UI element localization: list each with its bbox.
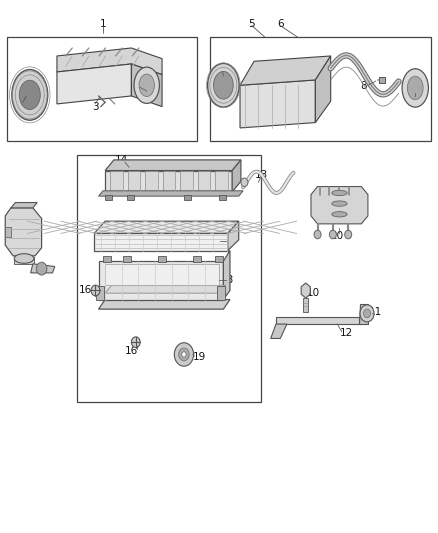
Circle shape [364, 309, 371, 318]
Text: 1: 1 [99, 19, 106, 29]
Circle shape [131, 337, 140, 348]
Bar [210, 37, 431, 141]
Polygon shape [110, 171, 123, 191]
Text: 17: 17 [221, 236, 234, 246]
Text: 3: 3 [92, 102, 99, 111]
Polygon shape [163, 171, 175, 191]
Ellipse shape [139, 74, 154, 96]
Polygon shape [94, 233, 228, 251]
Bar [158, 256, 166, 262]
Polygon shape [11, 203, 37, 208]
Polygon shape [105, 264, 219, 285]
Text: 16: 16 [79, 286, 92, 295]
Polygon shape [359, 304, 368, 324]
Bar [103, 256, 111, 262]
Circle shape [329, 230, 336, 239]
Circle shape [179, 348, 189, 361]
Polygon shape [99, 261, 223, 300]
Bar [215, 256, 223, 262]
Bar [193, 256, 201, 262]
Polygon shape [223, 251, 230, 300]
Text: 16: 16 [125, 346, 138, 356]
Polygon shape [311, 187, 368, 224]
Polygon shape [5, 208, 42, 256]
Ellipse shape [12, 70, 48, 120]
Bar [105, 195, 112, 200]
Ellipse shape [332, 212, 347, 217]
Text: 5: 5 [248, 19, 255, 29]
Circle shape [91, 285, 100, 296]
Circle shape [241, 178, 248, 187]
Polygon shape [301, 283, 310, 298]
Circle shape [182, 352, 186, 357]
Circle shape [360, 305, 374, 322]
Polygon shape [5, 227, 11, 237]
Polygon shape [271, 324, 287, 338]
Polygon shape [228, 221, 239, 251]
Polygon shape [379, 77, 385, 83]
Polygon shape [57, 48, 162, 75]
Bar [123, 256, 131, 262]
Text: 6: 6 [277, 19, 284, 29]
Polygon shape [94, 221, 239, 233]
Polygon shape [131, 64, 162, 107]
Polygon shape [145, 171, 158, 191]
Ellipse shape [134, 67, 159, 103]
Polygon shape [215, 171, 228, 191]
Polygon shape [57, 64, 131, 104]
Ellipse shape [19, 80, 40, 110]
Ellipse shape [332, 190, 347, 196]
Text: 13: 13 [255, 170, 268, 180]
Polygon shape [105, 160, 241, 171]
Text: 11: 11 [369, 307, 382, 317]
Text: 14: 14 [115, 155, 128, 165]
Ellipse shape [332, 201, 347, 206]
Text: 4: 4 [19, 102, 26, 111]
Bar [14, 257, 34, 264]
Polygon shape [105, 285, 226, 293]
Text: 20: 20 [331, 231, 344, 240]
Ellipse shape [14, 254, 34, 263]
Text: 15: 15 [18, 239, 32, 249]
Ellipse shape [214, 71, 233, 99]
Bar [303, 298, 308, 312]
Bar [127, 195, 134, 200]
Bar [217, 286, 225, 300]
Bar [77, 155, 261, 402]
Bar [96, 286, 104, 300]
Polygon shape [105, 171, 232, 192]
Text: 18: 18 [221, 275, 234, 285]
Ellipse shape [402, 69, 428, 107]
Polygon shape [99, 300, 230, 309]
Polygon shape [240, 56, 331, 85]
Ellipse shape [208, 63, 239, 107]
Text: 10: 10 [307, 288, 320, 298]
Text: 12: 12 [339, 328, 353, 338]
Text: 19: 19 [193, 352, 206, 362]
Circle shape [345, 230, 352, 239]
Circle shape [36, 262, 47, 275]
Text: 2: 2 [143, 88, 150, 98]
Bar [184, 195, 191, 200]
Polygon shape [31, 264, 55, 273]
Text: 9: 9 [216, 64, 223, 74]
Polygon shape [198, 171, 210, 191]
Polygon shape [240, 80, 315, 128]
Bar [7, 37, 197, 141]
Circle shape [314, 230, 321, 239]
Polygon shape [180, 171, 193, 191]
Polygon shape [276, 317, 359, 324]
Polygon shape [232, 160, 241, 192]
Polygon shape [128, 171, 140, 191]
Ellipse shape [407, 76, 423, 100]
Bar [219, 195, 226, 200]
Text: 7: 7 [412, 94, 419, 103]
Circle shape [174, 343, 194, 366]
Text: 8: 8 [360, 82, 367, 91]
Polygon shape [99, 191, 243, 196]
Polygon shape [315, 56, 331, 123]
